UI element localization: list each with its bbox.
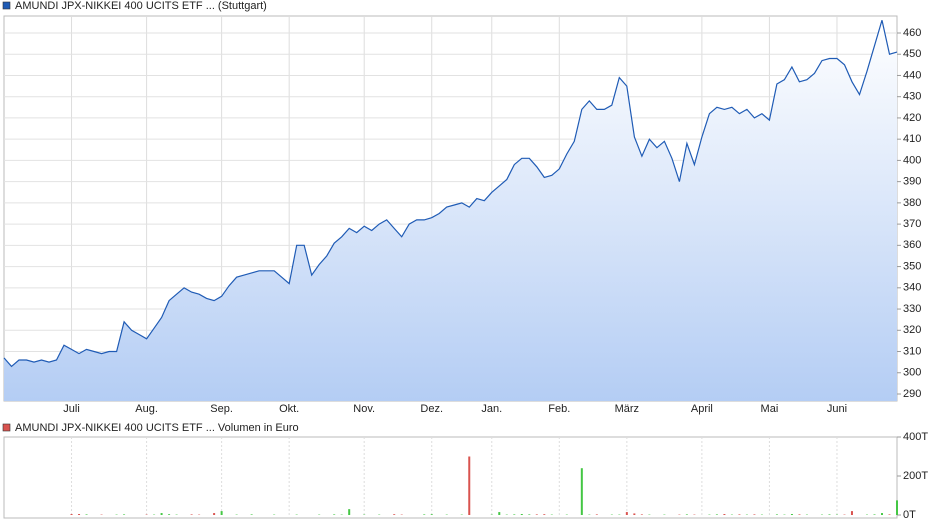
- y-tick-label: 390: [903, 176, 921, 188]
- x-tick-label: Okt.: [279, 403, 299, 415]
- x-tick-label: Jan.: [481, 403, 502, 415]
- legend-label: AMUNDI JPX-NIKKEI 400 UCITS ETF ... (Stu…: [15, 0, 267, 12]
- volume-bar: [596, 514, 598, 515]
- y-tick-label: 330: [903, 303, 921, 315]
- volume-bar: [581, 468, 583, 515]
- volume-bar: [536, 514, 538, 515]
- y-tick-label: 400T: [903, 431, 928, 443]
- volume-bar: [543, 514, 545, 515]
- y-tick-label: 200T: [903, 470, 928, 482]
- y-tick-label: 320: [903, 324, 921, 336]
- volume-bar: [468, 457, 470, 516]
- x-tick-label: April: [691, 403, 713, 415]
- y-tick-label: 360: [903, 239, 921, 251]
- volume-bar: [423, 514, 425, 515]
- volume-bar: [686, 514, 688, 515]
- y-tick-label: 340: [903, 282, 921, 294]
- volume-bar: [881, 513, 883, 515]
- y-tick-label: 370: [903, 218, 921, 230]
- plot-area: [4, 437, 897, 518]
- volume-bar: [431, 514, 433, 515]
- volume-bar: [393, 514, 395, 515]
- volume-bar: [521, 514, 523, 515]
- volume-bar: [896, 500, 898, 515]
- volume-bar: [873, 514, 875, 515]
- y-tick-label: 0T: [903, 509, 916, 521]
- volume-bar: [161, 513, 163, 515]
- y-tick-label: 300: [903, 367, 921, 379]
- legend-swatch: [3, 424, 10, 431]
- volume-bar: [191, 514, 193, 515]
- y-tick-label: 380: [903, 197, 921, 209]
- volume-bar: [753, 514, 755, 515]
- y-tick-label: 440: [903, 69, 921, 81]
- y-tick-label: 430: [903, 91, 921, 103]
- volume-bar: [251, 514, 253, 515]
- volume-bar: [776, 514, 778, 515]
- volume-bar: [798, 514, 800, 515]
- volume-bar: [738, 514, 740, 515]
- volume-bar: [888, 514, 890, 515]
- volume-bar: [168, 514, 170, 515]
- x-tick-label: März: [615, 403, 639, 415]
- volume-bar: [221, 511, 223, 515]
- volume-bar: [528, 514, 530, 515]
- x-tick-label: Dez.: [420, 403, 443, 415]
- x-tick-label: Aug.: [135, 403, 158, 415]
- volume-bar: [213, 513, 215, 515]
- volume-bar: [71, 514, 73, 515]
- volume-bar: [123, 514, 125, 515]
- legend-label: AMUNDI JPX-NIKKEI 400 UCITS ETF ... Volu…: [15, 422, 299, 434]
- x-tick-label: Sep.: [210, 403, 233, 415]
- volume-bar: [626, 512, 628, 515]
- volume-bar: [828, 514, 830, 515]
- x-tick-label: Mai: [761, 403, 779, 415]
- y-tick-label: 400: [903, 154, 921, 166]
- volume-bar: [513, 514, 515, 515]
- y-tick-label: 450: [903, 48, 921, 60]
- x-tick-label: Juli: [63, 403, 80, 415]
- y-tick-label: 310: [903, 345, 921, 357]
- x-tick-label: Feb.: [548, 403, 570, 415]
- volume-bar: [78, 514, 80, 515]
- volume-bar: [333, 514, 335, 515]
- x-tick-label: Nov.: [353, 403, 375, 415]
- volume-bar: [498, 512, 500, 515]
- volume-bar: [633, 513, 635, 515]
- volume-bar: [86, 514, 88, 515]
- y-tick-label: 410: [903, 133, 921, 145]
- x-tick-label: Juni: [827, 403, 847, 415]
- volume-bar: [791, 514, 793, 515]
- volume-bar: [723, 514, 725, 515]
- volume-bar: [641, 514, 643, 515]
- legend-swatch: [3, 2, 10, 9]
- y-tick-label: 460: [903, 27, 921, 39]
- y-tick-label: 420: [903, 112, 921, 124]
- volume-bar: [851, 511, 853, 515]
- y-tick-label: 350: [903, 260, 921, 272]
- volume-bar: [348, 509, 350, 515]
- volume-bar: [716, 514, 718, 515]
- y-tick-label: 290: [903, 388, 921, 400]
